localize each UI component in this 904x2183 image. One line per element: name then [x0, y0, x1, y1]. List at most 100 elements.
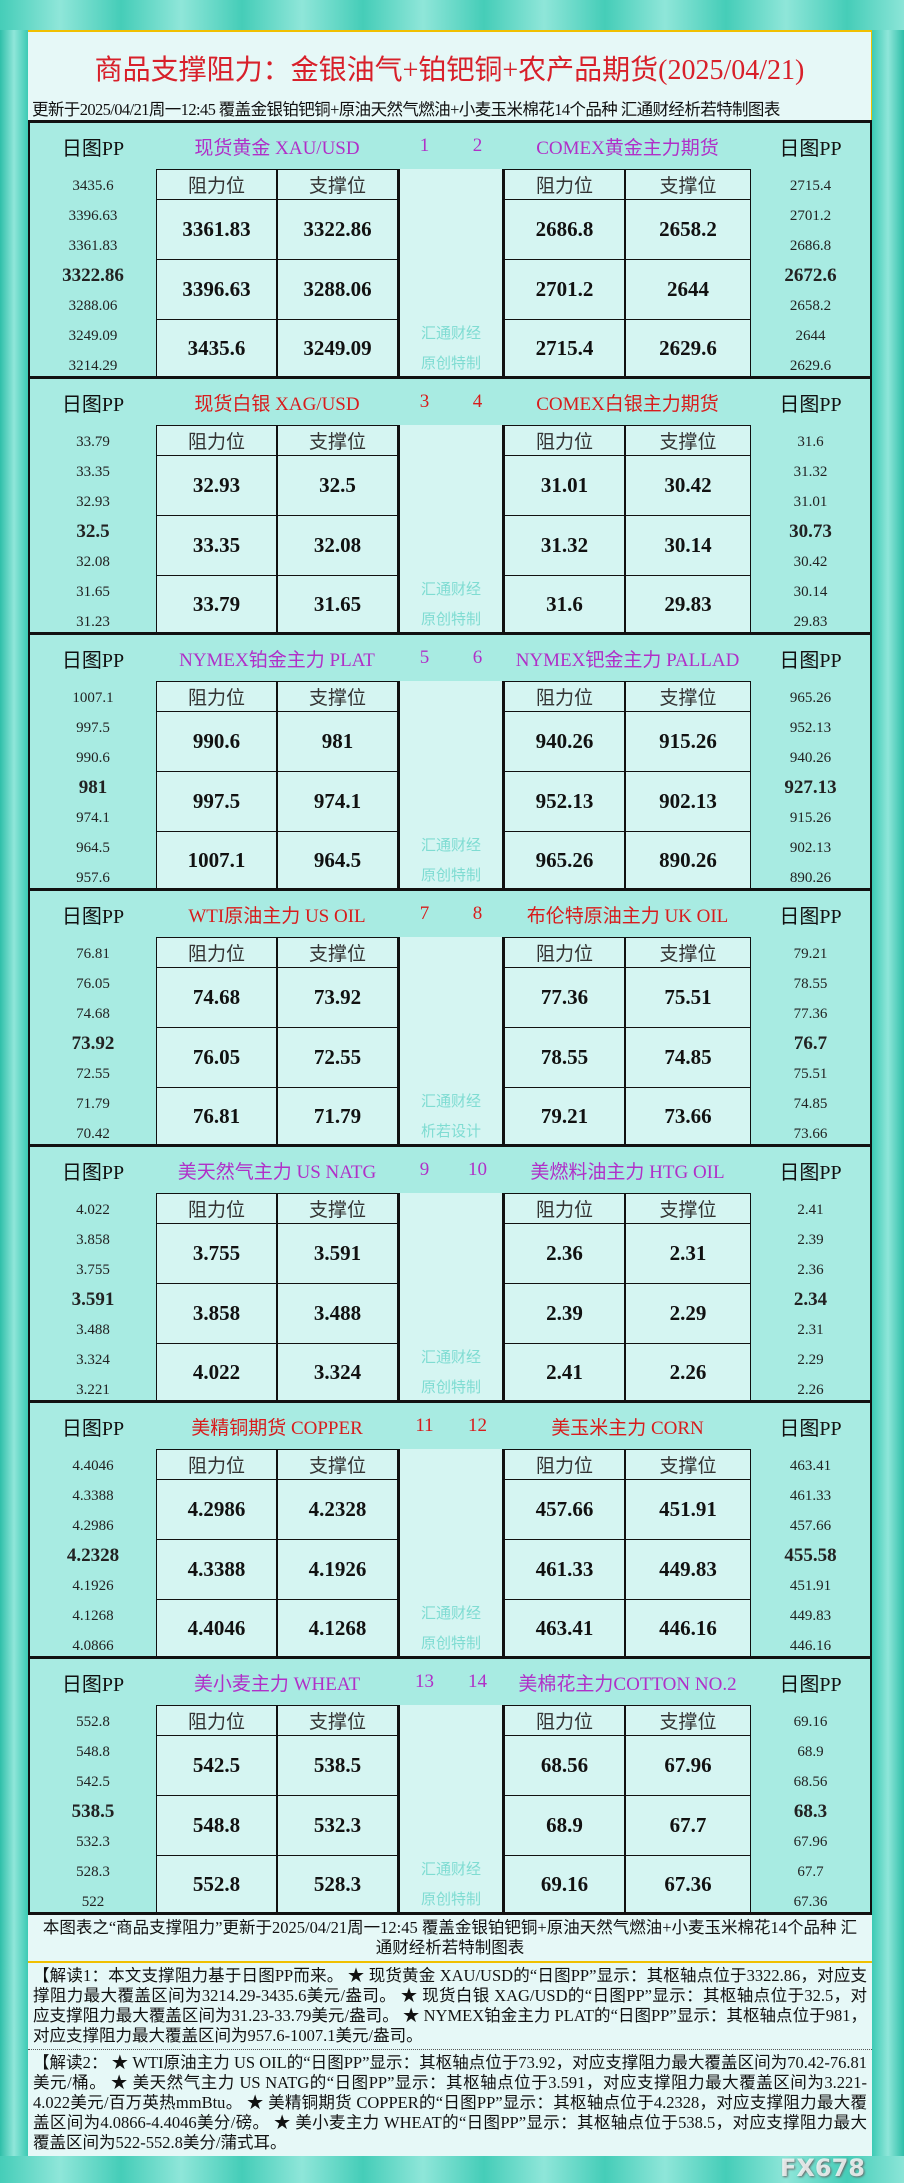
pp-level-value: 952.13 — [789, 719, 832, 736]
support-value: 29.83 — [625, 575, 751, 633]
product-name: NYMEX铂金主力 PLAT — [179, 649, 375, 671]
pp-level-value: 31.65 — [76, 583, 110, 600]
footer-notes: 本图表之“商品支撑阻力”更新于2025/04/21周一12:45 覆盖金银铂钯铜… — [28, 1912, 872, 2158]
pivot-point-value: 455.58 — [784, 1545, 837, 1566]
resistance-value: 3.755 — [156, 1223, 277, 1284]
commodity-block: 日图PP 现货黄金 XAU/USD 1 阻力位 支撑位 3361.83 3322.86 339… — [28, 120, 872, 377]
product-name: 美棉花主力COTTON NO.2 — [518, 1673, 737, 1695]
watermark-text: 原创特制 — [420, 1379, 481, 1396]
pp-level-value: 542.5 — [76, 1773, 110, 1790]
pp-level-value: 457.66 — [789, 1517, 832, 1534]
resistance-header: 阻力位 — [156, 1449, 277, 1480]
resistance-header: 阻力位 — [504, 1705, 625, 1736]
support-header: 支撑位 — [277, 1449, 398, 1480]
pivot-point-value: 3322.86 — [62, 265, 124, 286]
pivot-point-value: 68.3 — [793, 1801, 828, 1822]
support-value: 538.5 — [277, 1735, 398, 1796]
pp-level-value: 890.26 — [789, 869, 832, 886]
support-value: 964.5 — [277, 831, 398, 889]
product-name: 美燃料油主力 HTG OIL — [530, 1161, 725, 1183]
product-number: 10 — [468, 1159, 487, 1180]
resistance-value: 31.01 — [504, 455, 625, 516]
pp-level-value: 2629.6 — [789, 357, 832, 374]
support-value: 2.26 — [625, 1343, 751, 1401]
pp-level-value: 2.26 — [797, 1381, 824, 1398]
resistance-value: 69.16 — [504, 1855, 625, 1913]
pp-level-value: 2701.2 — [789, 207, 832, 224]
pp-level-value: 74.68 — [76, 1005, 110, 1022]
support-value: 3288.06 — [277, 259, 398, 320]
product-name: COMEX黄金主力期货 — [536, 137, 719, 159]
resistance-value: 940.26 — [504, 711, 625, 772]
pp-level-value: 2.39 — [797, 1231, 824, 1248]
pp-level-value: 4.1268 — [72, 1607, 114, 1624]
resistance-value: 4.2986 — [156, 1479, 277, 1540]
pivot-point-value: 30.73 — [789, 521, 832, 542]
pivot-point-value: 3.591 — [71, 1289, 115, 1310]
support-value: 4.2328 — [277, 1479, 398, 1540]
commodity-block: 日图PP 美精铜期货 COPPER 11 阻力位 支撑位 4.2986 4.2328 4.33… — [28, 1400, 872, 1657]
support-value: 3249.09 — [277, 319, 398, 377]
pp-level-value: 2686.8 — [789, 237, 832, 254]
pp-level-value: 76.05 — [76, 975, 110, 992]
resistance-value: 952.13 — [504, 771, 625, 832]
resistance-header: 阻力位 — [156, 1193, 277, 1224]
support-header: 支撑位 — [277, 1705, 398, 1736]
support-value: 3.488 — [277, 1283, 398, 1344]
pp-level-value: 4.1926 — [72, 1577, 114, 1594]
update-subtitle: 更新于2025/04/21周一12:45 覆盖金银铂钯铜+原油天然气燃油+小麦玉… — [32, 100, 780, 119]
pp-level-value: 68.9 — [797, 1743, 824, 1760]
page-title: 商品支撑阻力：金银油气+铂钯铜+农产品期货(2025/04/21) — [94, 55, 805, 86]
product-number: 11 — [415, 1415, 434, 1436]
support-value: 915.26 — [625, 711, 751, 772]
support-value: 2.31 — [625, 1223, 751, 1284]
pp-level-value: 70.42 — [76, 1125, 110, 1142]
pp-level-value: 449.83 — [789, 1607, 832, 1624]
daily-pp-label: 日图PP — [61, 393, 125, 416]
product-name: 美小麦主力 WHEAT — [193, 1673, 361, 1695]
watermark-text: 汇通财经 — [420, 325, 481, 342]
product-name: 美天然气主力 US NATG — [177, 1161, 377, 1183]
product-name: WTI原油主力 US OIL — [188, 905, 366, 927]
daily-pp-label: 日图PP — [61, 1673, 125, 1696]
resistance-header: 阻力位 — [504, 681, 625, 712]
pp-level-value: 30.42 — [793, 553, 828, 570]
resistance-value: 77.36 — [504, 967, 625, 1028]
pp-level-value: 67.7 — [797, 1863, 824, 1880]
product-name: 美玉米主力 CORN — [551, 1417, 704, 1439]
support-value: 4.1268 — [277, 1599, 398, 1657]
pivot-point-value: 32.5 — [76, 521, 110, 542]
support-header: 支撑位 — [625, 681, 751, 712]
product-name: 美精铜期货 COPPER — [191, 1417, 363, 1439]
daily-pp-label: 日图PP — [61, 137, 125, 160]
resistance-value: 3.858 — [156, 1283, 277, 1344]
product-name: COMEX白银主力期货 — [536, 393, 719, 415]
support-header: 支撑位 — [625, 1449, 751, 1480]
product-number: 4 — [472, 391, 483, 412]
resistance-value: 457.66 — [504, 1479, 625, 1540]
support-value: 3.324 — [277, 1343, 398, 1401]
support-value: 4.1926 — [277, 1539, 398, 1600]
pivot-point-value: 73.92 — [71, 1033, 115, 1054]
resistance-value: 542.5 — [156, 1735, 277, 1796]
middle-column — [398, 1193, 504, 1400]
resistance-value: 76.05 — [156, 1027, 277, 1088]
support-value: 446.16 — [625, 1599, 751, 1657]
resistance-value: 990.6 — [156, 711, 277, 772]
resistance-value: 552.8 — [156, 1855, 277, 1913]
daily-pp-label: 日图PP — [61, 1417, 125, 1440]
resistance-header: 阻力位 — [156, 425, 277, 456]
pp-level-value: 32.08 — [76, 553, 110, 570]
pp-level-value: 3214.29 — [68, 357, 118, 374]
middle-column — [398, 681, 504, 888]
product-name: 布伦特原油主力 UK OIL — [526, 905, 729, 927]
daily-pp-label: 日图PP — [779, 137, 842, 160]
daily-pp-label: 日图PP — [779, 649, 842, 672]
daily-pp-label: 日图PP — [61, 1161, 125, 1184]
title-box: 商品支撑阻力：金银油气+铂钯铜+农产品期货(2025/04/21) 更新于202… — [28, 30, 872, 120]
support-value: 67.36 — [625, 1855, 751, 1913]
watermark-text: 汇通财经 — [420, 581, 481, 598]
pp-level-value: 522 — [81, 1893, 105, 1910]
support-value: 72.55 — [277, 1027, 398, 1088]
product-number: 1 — [419, 135, 430, 156]
